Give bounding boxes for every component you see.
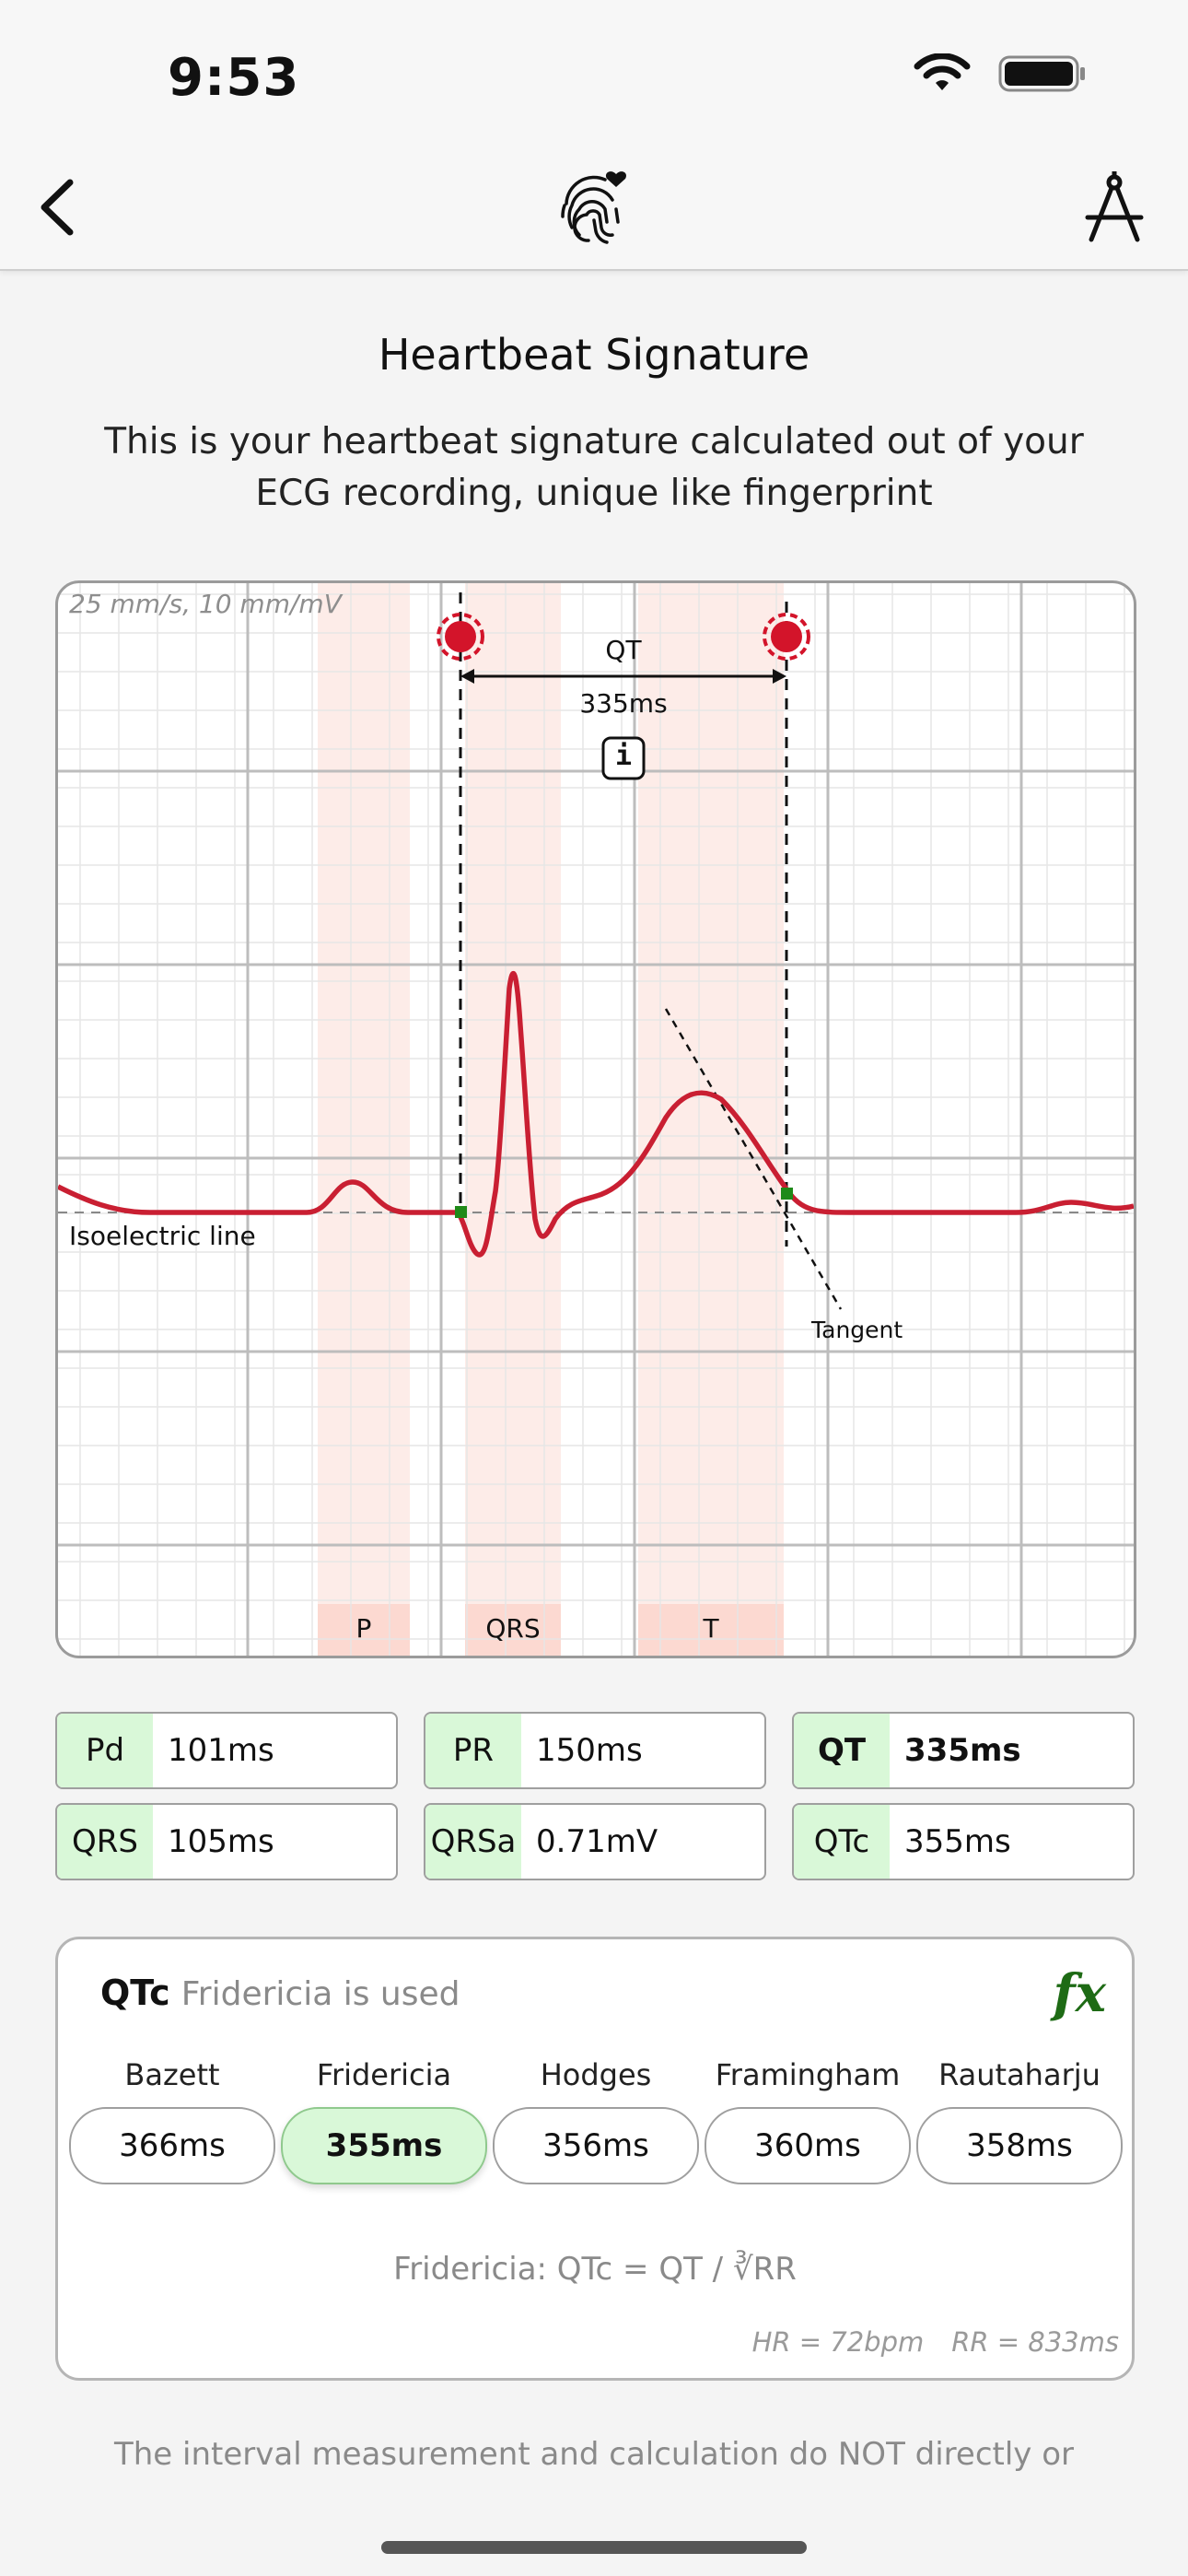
metric-qt: QT 335ms <box>792 1712 1135 1789</box>
compass-icon[interactable] <box>1082 171 1147 245</box>
ecg-panel[interactable]: 25 mm/s, 10 mm/mV QT 335ms i Isoelectric… <box>55 580 1136 1658</box>
method-framingham: Framingham 360ms <box>705 2057 911 2184</box>
fingerprint-heart-icon[interactable] <box>555 169 633 246</box>
formula-fx-icon[interactable]: fx <box>1053 1963 1106 2024</box>
tangent-line <box>664 1008 843 1310</box>
metric-pr: PR 150ms <box>424 1712 766 1789</box>
page-title: Heartbeat Signature <box>378 330 810 380</box>
hr-rr-readout: HR = 72bpm RR = 833ms <box>725 2326 1119 2358</box>
region-label-t: T <box>703 1613 719 1644</box>
qt-start-point <box>455 1206 467 1218</box>
qtc-panel: QTc Fridericia is used fx Bazett 366ms Fr… <box>55 1937 1135 2381</box>
qtc-formula: Fridericia: QTc = QT / ∛RR <box>393 2251 797 2288</box>
method-framingham-button[interactable]: 360ms <box>705 2107 911 2184</box>
isoelectric-label: Isoelectric line <box>69 1221 256 1251</box>
region-p <box>318 583 410 1656</box>
wifi-icon <box>914 53 971 90</box>
info-icon[interactable] <box>601 736 646 780</box>
hr-value: HR = 72bpm <box>751 2326 925 2358</box>
metric-pd: Pd 101ms <box>55 1712 398 1789</box>
battery-icon <box>998 55 1085 92</box>
region-label-p: P <box>355 1613 372 1644</box>
method-fridericia-button[interactable]: 355ms <box>281 2107 487 2184</box>
qt-end-handle[interactable] <box>763 613 810 661</box>
metric-qtc: QTc 355ms <box>792 1803 1135 1880</box>
status-icons <box>914 53 1087 94</box>
metric-qrs: QRS 105ms <box>55 1803 398 1880</box>
qtc-methods: Bazett 366ms Fridericia 355ms Hodges 356… <box>69 2057 1123 2184</box>
page-subtitle: This is your heartbeat signature calcula… <box>104 421 1084 514</box>
qt-start-handle[interactable] <box>437 613 484 661</box>
method-fridericia: Fridericia 355ms <box>281 2057 487 2184</box>
home-indicator[interactable] <box>381 2541 807 2554</box>
method-bazett-button[interactable]: 366ms <box>69 2107 275 2184</box>
qtc-subtitle: Fridericia is used <box>181 1975 460 2013</box>
scale-label: 25 mm/s, 10 mm/mV <box>69 589 342 619</box>
qt-end-point <box>781 1188 793 1200</box>
tangent-label: Tangent <box>811 1317 903 1343</box>
region-label-qrs: QRS <box>485 1613 541 1644</box>
method-rautaharju-button[interactable]: 358ms <box>916 2107 1123 2184</box>
qtc-header: QTc Fridericia is used <box>100 1973 460 2013</box>
info-symbol: i <box>614 740 633 772</box>
method-hodges: Hodges 356ms <box>493 2057 699 2184</box>
top-bar: 9:53 <box>0 0 1188 271</box>
qt-label: QT <box>605 635 642 665</box>
disclaimer-text: The interval measurement and calculation… <box>113 2436 1074 2473</box>
ecg-chart <box>58 583 1134 1656</box>
metric-qrsa: QRSa 0.71mV <box>424 1803 766 1880</box>
qtc-title: QTc <box>100 1973 170 2013</box>
status-time: 9:53 <box>168 48 300 108</box>
rr-value: RR = 833ms <box>951 2326 1119 2358</box>
region-qrs <box>465 583 561 1656</box>
back-chevron-icon[interactable] <box>33 175 88 240</box>
method-rautaharju: Rautaharju 358ms <box>916 2057 1123 2184</box>
method-bazett: Bazett 366ms <box>69 2057 275 2184</box>
method-hodges-button[interactable]: 356ms <box>493 2107 699 2184</box>
qt-value: 335ms <box>579 688 668 719</box>
